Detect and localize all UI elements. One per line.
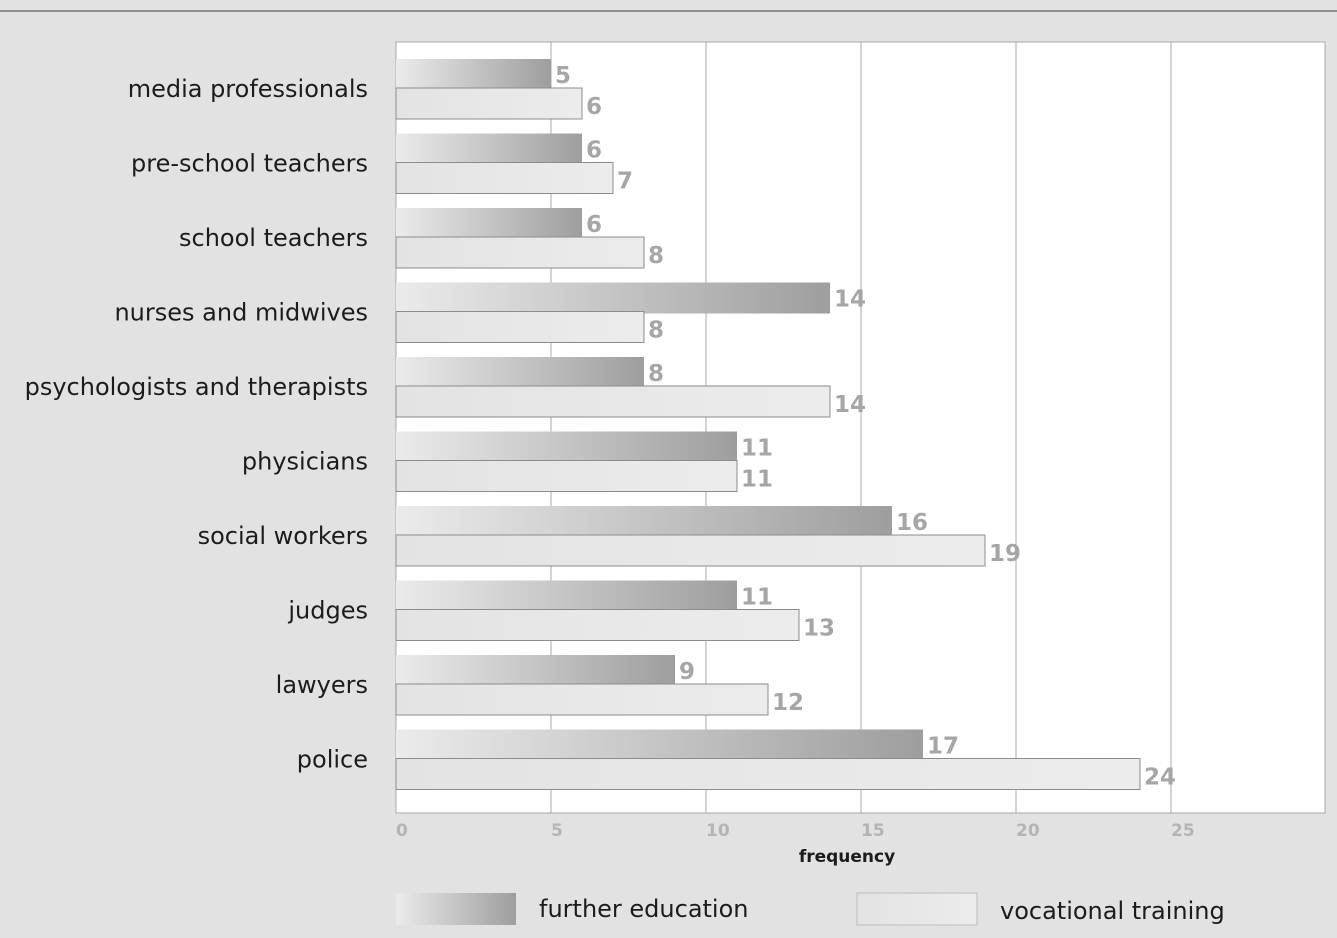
x-axis: frequency 0 5 10 15 20 25 bbox=[396, 821, 1195, 867]
bar-value-label: 11 bbox=[741, 585, 773, 611]
bar-value-label: 5 bbox=[555, 63, 571, 89]
bar-further-education bbox=[396, 59, 551, 90]
bar-value-label: 8 bbox=[648, 361, 664, 387]
top-rule bbox=[0, 10, 1337, 12]
legend-label-vocational-training: vocational training bbox=[1000, 897, 1225, 925]
bar-value-label: 8 bbox=[648, 243, 664, 269]
x-tick-label: 25 bbox=[1171, 821, 1195, 841]
x-axis-title: frequency bbox=[799, 847, 895, 867]
bar-vocational-training bbox=[395, 534, 986, 567]
bar-value-label: 6 bbox=[586, 212, 602, 238]
y-category-label: social workers bbox=[198, 522, 368, 550]
bar-vocational-training bbox=[395, 87, 583, 120]
y-category-label: nurses and midwives bbox=[114, 299, 368, 327]
y-category-label: psychologists and therapists bbox=[25, 373, 368, 401]
bar-value-label: 6 bbox=[586, 94, 602, 120]
bar-further-education bbox=[396, 133, 582, 165]
bars bbox=[395, 59, 1141, 790]
bar-further-education bbox=[396, 655, 675, 686]
bar-vocational-training bbox=[395, 162, 614, 194]
bar-value-label: 24 bbox=[1144, 765, 1176, 791]
x-tick-label: 10 bbox=[706, 821, 730, 841]
bar-vocational-training bbox=[395, 460, 738, 492]
y-category-label: pre-school teachers bbox=[131, 150, 368, 178]
bar-value-label: 9 bbox=[679, 659, 695, 685]
bar-vocational-training bbox=[395, 758, 1141, 790]
bar-value-label: 14 bbox=[834, 392, 866, 418]
bar-value-label: 13 bbox=[803, 616, 835, 642]
x-tick-label: 20 bbox=[1016, 821, 1040, 841]
y-category-label: judges bbox=[287, 597, 368, 625]
bar-further-education bbox=[396, 431, 737, 463]
bar-value-label: 6 bbox=[586, 138, 602, 164]
bar-value-label: 12 bbox=[772, 690, 804, 716]
bar-value-label: 16 bbox=[896, 510, 928, 536]
bar-further-education bbox=[396, 282, 830, 314]
bar-value-label: 19 bbox=[989, 541, 1021, 567]
legend-swatch-vocational-training bbox=[856, 892, 978, 926]
bar-further-education bbox=[396, 580, 737, 612]
x-tick-label: 5 bbox=[551, 821, 563, 841]
bar-value-label: 14 bbox=[834, 287, 866, 313]
y-category-label: lawyers bbox=[276, 671, 368, 699]
bar-vocational-training bbox=[395, 683, 769, 716]
bar-vocational-training bbox=[395, 311, 645, 343]
x-tick-label: 0 bbox=[396, 821, 408, 841]
legend: further education vocational training bbox=[396, 892, 1225, 926]
x-tick-label: 15 bbox=[861, 821, 885, 841]
bar-value-label: 7 bbox=[617, 169, 633, 195]
bar-further-education bbox=[396, 208, 582, 239]
y-category-label: physicians bbox=[242, 448, 368, 476]
y-category-label: media professionals bbox=[128, 75, 368, 103]
bar-further-education bbox=[396, 357, 644, 388]
bar-further-education bbox=[396, 506, 892, 537]
bar-vocational-training bbox=[395, 385, 831, 418]
y-category-label: police bbox=[297, 746, 368, 774]
legend-swatch-further-education bbox=[396, 893, 516, 925]
bar-vocational-training bbox=[395, 609, 800, 641]
bar-value-label: 8 bbox=[648, 318, 664, 344]
bar-vocational-training bbox=[395, 236, 645, 269]
bar-value-label: 11 bbox=[741, 436, 773, 462]
y-category-label: school teachers bbox=[179, 224, 368, 252]
bar-further-education bbox=[396, 729, 923, 761]
bar-value-label: 11 bbox=[741, 467, 773, 493]
bar-value-label: 17 bbox=[927, 734, 959, 760]
legend-label-further-education: further education bbox=[539, 895, 749, 923]
